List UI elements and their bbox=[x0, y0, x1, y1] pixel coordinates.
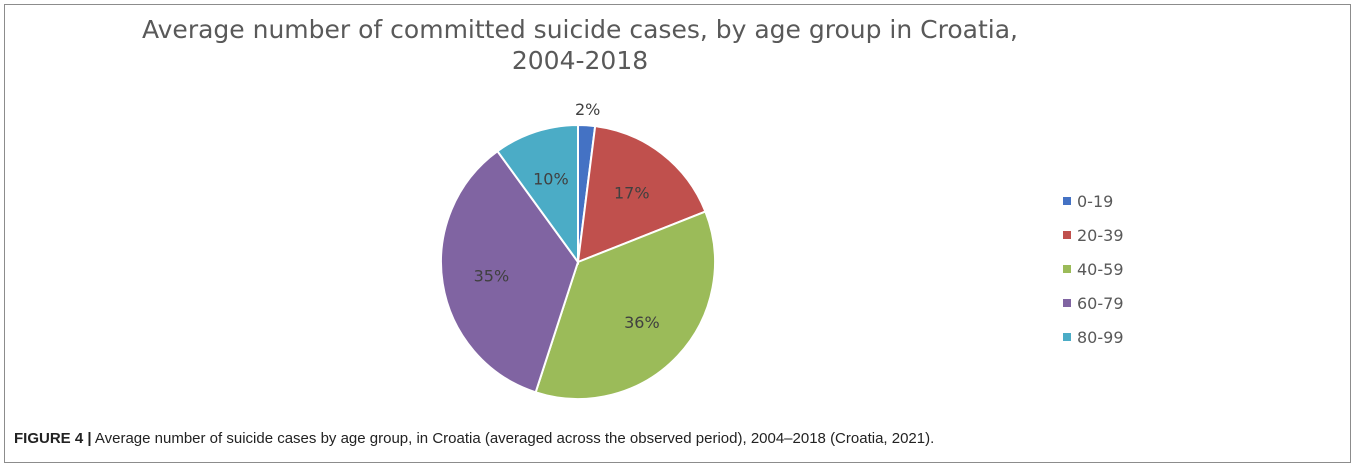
legend-label-80-99: 80-99 bbox=[1077, 327, 1124, 347]
chart-title-line-2: 2004-2018 bbox=[511, 46, 649, 75]
chart-title: Average number of committed suicide case… bbox=[0, 14, 1160, 76]
legend-swatch-60-79 bbox=[1063, 299, 1071, 307]
pie-slice-60-79 bbox=[440, 149, 580, 394]
legend-swatch-20-39 bbox=[1063, 231, 1071, 239]
legend-swatch-80-99 bbox=[1063, 333, 1071, 341]
legend-swatch-40-59 bbox=[1063, 265, 1071, 273]
legend-item-60-79: 60-79 bbox=[1063, 286, 1124, 320]
legend-label-60-79: 60-79 bbox=[1077, 293, 1124, 313]
legend-item-0-19: 0-19 bbox=[1063, 184, 1124, 218]
legend-label-0-19: 0-19 bbox=[1077, 191, 1114, 211]
pie-label-40-59: 36% bbox=[624, 313, 660, 332]
pie-label-80-99: 10% bbox=[533, 170, 569, 189]
legend-item-20-39: 20-39 bbox=[1063, 218, 1124, 252]
legend-swatch-0-19 bbox=[1063, 197, 1071, 205]
figure-caption-text: Average number of suicide cases by age g… bbox=[91, 430, 935, 447]
legend-label-20-39: 20-39 bbox=[1077, 225, 1124, 245]
legend-label-40-59: 40-59 bbox=[1077, 259, 1124, 279]
pie-slice-20-39 bbox=[576, 124, 707, 264]
legend-item-40-59: 40-59 bbox=[1063, 252, 1124, 286]
pie-slice-80-99 bbox=[496, 123, 579, 266]
figure-caption-label: FIGURE 4 | bbox=[14, 430, 92, 447]
pie-slice-40-59 bbox=[534, 210, 716, 400]
figure-caption: FIGURE 4 | Average number of suicide cas… bbox=[14, 430, 934, 447]
pie-label-60-79: 35% bbox=[474, 267, 510, 286]
chart-legend: 0-19 20-39 40-59 60-79 80-99 bbox=[1063, 184, 1124, 354]
pie-label-0-19: 2% bbox=[575, 100, 600, 119]
legend-item-80-99: 80-99 bbox=[1063, 320, 1124, 354]
pie-label-20-39: 17% bbox=[614, 184, 650, 203]
chart-title-line-1: Average number of committed suicide case… bbox=[142, 15, 1018, 44]
